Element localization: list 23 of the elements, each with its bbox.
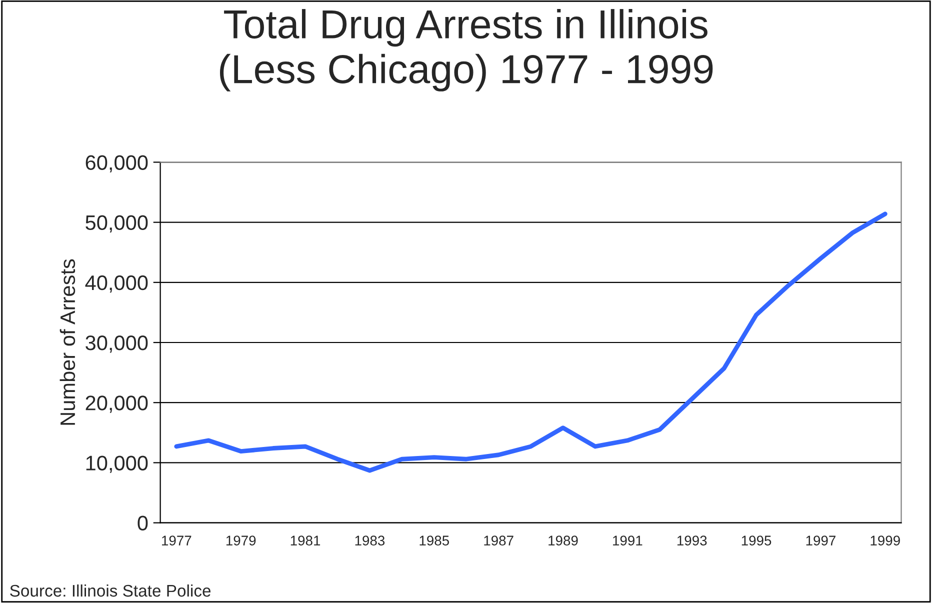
chart-title: Total Drug Arrests in Illinois (Less Chicago) 1977 - 1999 — [220, 9, 713, 92]
x-tick-label: 1991 — [613, 536, 642, 546]
x-tick-label: 1981 — [290, 536, 320, 546]
x-tick-label: 1987 — [484, 536, 514, 546]
x-tick-label: 1977 — [162, 536, 192, 546]
y-tick-label: 20,000 — [86, 396, 148, 413]
x-tick-label: 1999 — [870, 536, 900, 546]
x-tick-label: 1985 — [420, 536, 449, 546]
y-tick-label: 40,000 — [85, 275, 148, 293]
y-tick-label: 10,000 — [86, 456, 148, 473]
x-tick-label: 1993 — [677, 536, 707, 546]
y-tick-label: 0 — [138, 516, 148, 531]
x-tick-label: 1979 — [226, 536, 256, 546]
line-series — [174, 212, 888, 473]
x-tick-label: 1983 — [355, 536, 385, 546]
x-tick-label: 1995 — [742, 536, 772, 546]
y-axis-title: Number of Arrests — [60, 259, 76, 425]
y-tick-label: 30,000 — [86, 336, 148, 353]
x-tick-label: 1989 — [548, 536, 578, 546]
source-note: Source: Illinois State Police — [10, 584, 211, 597]
y-tick-label: 60,000 — [86, 155, 148, 172]
x-tick-label: 1997 — [806, 536, 836, 546]
y-tick-label: 50,000 — [86, 215, 148, 233]
